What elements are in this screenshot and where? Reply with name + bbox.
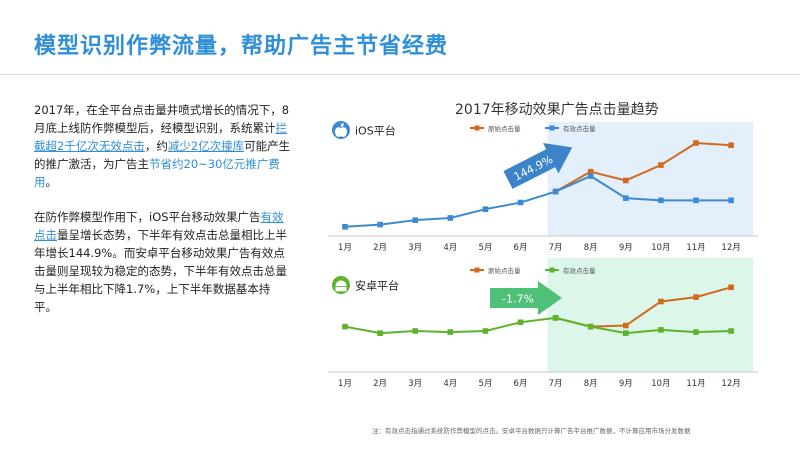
data-point: [342, 223, 348, 230]
chart-title: 2017年移动效果广告点击量趋势: [455, 102, 659, 118]
data-point: [342, 323, 348, 330]
x-tick-label: 1月: [338, 379, 352, 389]
data-point: [728, 142, 734, 149]
legend-label: 有效点击量: [563, 124, 596, 133]
legend-label: 原始点击量: [488, 266, 521, 275]
data-point: [623, 195, 629, 201]
data-point: [658, 298, 664, 305]
legend-label: 原始点击量: [488, 124, 521, 133]
apple-leaf: [340, 123, 344, 127]
data-point: [552, 315, 559, 321]
x-tick-label: 9月: [619, 379, 633, 389]
p2-text-b: 量呈增长态势，下半年有效点击总量相比上半年增长144.9%。而安卓平台移动效果广…: [34, 228, 287, 314]
x-tick-label: 10月: [651, 379, 670, 389]
data-point: [412, 217, 418, 223]
x-tick-label: 3月: [408, 243, 422, 253]
data-point: [728, 328, 734, 334]
growth-arrow-1: -1.7%: [490, 281, 562, 315]
android-body: [335, 286, 347, 292]
legend-marker: [474, 125, 480, 131]
x-tick-label: 3月: [408, 379, 422, 389]
x-tick-label: 4月: [443, 379, 457, 389]
platform-label: iOS平台: [355, 124, 396, 138]
x-tick-label: 5月: [478, 243, 492, 253]
series-line: [344, 175, 732, 228]
x-tick-label: 11月: [686, 379, 705, 389]
legend-marker: [549, 267, 555, 273]
data-point: [658, 327, 664, 333]
data-point: [728, 197, 734, 204]
h2-highlight-region-1: [547, 258, 754, 372]
data-point: [517, 199, 524, 206]
legend-marker: [474, 267, 480, 273]
p1-text-d: 。: [45, 175, 58, 189]
arrow-shape: [490, 281, 562, 315]
platform-badge-0: iOS平台: [332, 121, 396, 139]
platform-label: 安卓平台: [355, 279, 399, 293]
data-point: [412, 328, 418, 334]
p1-highlight-intercept: 拦截超2千亿次无效点击: [34, 121, 287, 153]
data-point: [623, 177, 629, 184]
paragraph-anti-fraud: 2017年，在全平台点击量井喷式增长的情况下，8月底上线防作弊模型后，经模型识别…: [34, 101, 292, 191]
data-point: [517, 319, 524, 326]
x-tick-label: 9月: [619, 243, 633, 253]
x-tick-label: 8月: [584, 379, 598, 389]
data-point: [658, 197, 664, 204]
x-tick-label: 2月: [373, 379, 387, 389]
footnote: 注：有效点击指通过系统防作弊模型的点击。安卓平台数据只计算广告平台推广数据，不计…: [372, 427, 691, 435]
data-point: [377, 221, 383, 228]
x-tick-label: 11月: [686, 243, 705, 253]
data-point: [587, 173, 594, 179]
data-point: [623, 322, 629, 329]
data-point: [658, 162, 664, 168]
p1-text-b: ，约: [144, 139, 168, 153]
p1-highlight-collision: 减少2亿次撞库: [167, 139, 245, 153]
paragraph-platform-trend: 在防作弊模型作用下，iOS平台移动效果广告有效点击量呈增长态势，下半年有效点击总…: [34, 208, 292, 316]
x-tick-label: 12月: [721, 379, 740, 389]
legend-label: 有效点击量: [563, 266, 596, 275]
p2-text-a: 在防作弊模型作用下，iOS平台移动效果广告: [34, 210, 261, 224]
data-point: [377, 330, 383, 336]
data-point: [693, 329, 699, 335]
p2-highlight-valid-clicks: 有效点击: [34, 210, 284, 242]
data-point: [587, 323, 594, 330]
data-point: [482, 206, 489, 212]
data-point: [447, 329, 454, 335]
x-tick-label: 2月: [373, 243, 387, 253]
slide-title: 模型识别作弊流量，帮助广告主节省经费: [34, 34, 449, 59]
data-point: [693, 294, 699, 300]
x-tick-label: 7月: [549, 243, 563, 253]
legend-marker: [549, 125, 555, 131]
p1-text-a: 2017年，在全平台点击量井喷式增长的情况下，8月底上线防作弊模型后，经模型识别…: [34, 103, 290, 135]
arrow-shape: [503, 143, 573, 189]
data-point: [623, 330, 629, 336]
data-point: [447, 215, 454, 221]
x-tick-label: 6月: [514, 243, 528, 253]
title-divider: [0, 74, 800, 75]
x-tick-label: 1月: [338, 243, 352, 253]
x-tick-label: 4月: [443, 243, 457, 253]
x-tick-label: 8月: [584, 243, 598, 253]
series-line: [555, 142, 732, 193]
data-point: [552, 188, 559, 195]
apple-shape: [335, 127, 347, 137]
p1-highlight-savings: 节省约20~30亿元推广费用: [34, 157, 280, 189]
x-tick-label: 6月: [514, 379, 528, 389]
series-line: [344, 316, 732, 335]
p1-text-c: 可能产生的推广激活，为广告主: [34, 139, 291, 171]
x-tick-label: 12月: [721, 243, 740, 253]
data-point: [482, 328, 489, 334]
x-tick-label: 10月: [651, 243, 670, 253]
growth-annotation: -1.7%: [502, 293, 534, 306]
data-point: [587, 168, 594, 175]
x-tick-label: 5月: [478, 379, 492, 389]
platform-badge-1: 安卓平台: [332, 276, 399, 294]
android-head: [335, 280, 347, 286]
data-point: [728, 284, 734, 291]
x-tick-label: 7月: [549, 379, 563, 389]
data-point: [693, 197, 699, 204]
data-point: [693, 140, 699, 146]
